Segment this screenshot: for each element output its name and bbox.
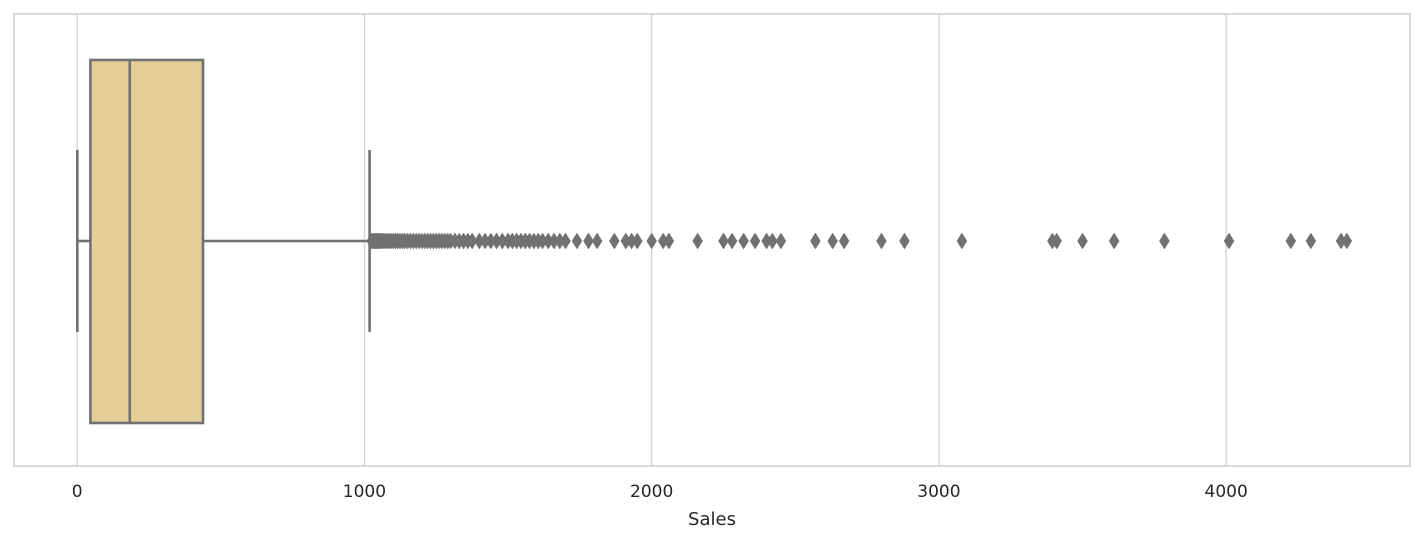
outlier-point [1223,232,1235,250]
outlier-point [632,232,643,250]
outlier-point [1159,232,1170,250]
plot-frame [13,13,1411,467]
outlier-point [767,232,778,250]
outlier-point [775,232,787,250]
x-tick-label-3000: 3000 [917,482,960,502]
outlier-point [591,232,603,250]
outlier-point [1108,232,1120,250]
outlier-point [738,232,749,250]
outlier-point [571,232,583,250]
x-tick-label-2000: 2000 [630,482,673,502]
outlier-points [366,232,1353,250]
outlier-point [956,232,968,250]
outlier-point [560,232,571,250]
outlier-point [692,232,703,250]
outlier-point [609,232,620,250]
outlier-point [663,232,675,250]
outlier-point [646,232,657,250]
outlier-point [827,232,838,250]
x-axis-ticks: 0 1000 2000 3000 4000 [72,482,1248,502]
outlier-point [810,232,821,250]
outlier-point [838,232,850,250]
x-tick-label-1000: 1000 [343,482,386,502]
outlier-point [1285,232,1297,250]
outlier-point [899,232,910,250]
box-plot [76,58,371,425]
outlier-point [749,232,761,250]
x-tick-label-4000: 4000 [1205,482,1248,502]
outlier-point [876,232,887,250]
outlier-point [1341,232,1353,250]
x-axis-label: Sales [688,509,736,530]
x-tick-label-0: 0 [72,482,83,502]
outlier-point [1077,232,1088,250]
interquartile-box [89,58,205,425]
outlier-point [726,232,738,250]
outlier-point [466,232,478,250]
outlier-point [583,232,594,250]
outlier-point [718,232,729,250]
outlier-point [1305,232,1317,250]
outlier-point [1051,232,1062,250]
